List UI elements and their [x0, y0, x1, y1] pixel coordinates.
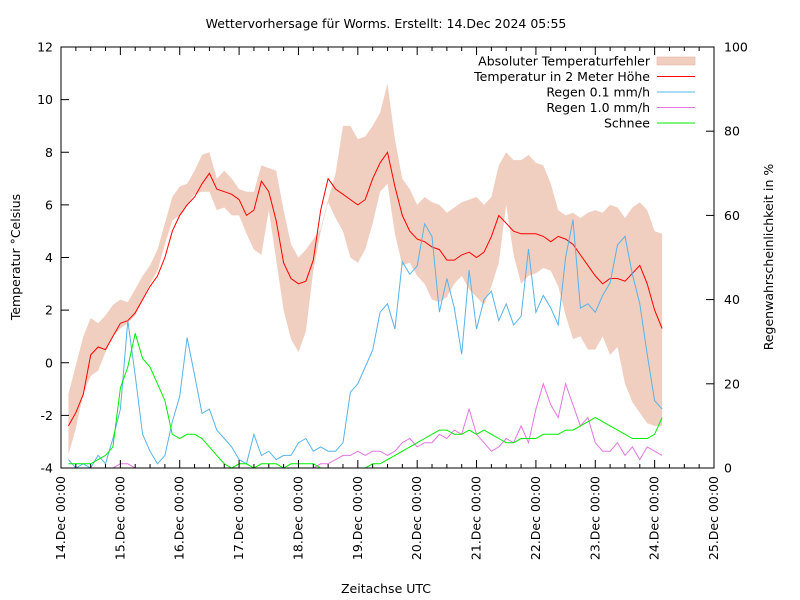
x-tick-label: 21.Dec 00:00: [469, 476, 484, 560]
series-band-temperature-error: [68, 83, 663, 455]
x-tick-label: 18.Dec 00:00: [290, 476, 305, 560]
x-tick-label: 24.Dec 00:00: [647, 476, 662, 560]
y2-tick-label: 0: [724, 461, 732, 476]
y-tick-label: 2: [45, 303, 53, 318]
y-tick-label: 8: [45, 145, 53, 160]
y2-tick-label: 100: [724, 40, 748, 55]
legend-label: Absoluter Temperaturfehler: [478, 54, 651, 69]
y-tick-label: 6: [45, 197, 53, 212]
legend-label: Regen 0.1 mm/h: [546, 85, 650, 100]
y-tick-label: -4: [41, 461, 54, 476]
y-tick-label: 0: [45, 355, 53, 370]
y2-tick-label: 80: [724, 124, 740, 139]
y2-tick-label: 20: [724, 376, 740, 391]
band-layer: [68, 83, 663, 455]
y-axis-label: Temperatur °Celsius: [8, 194, 23, 321]
legend-swatch: [656, 56, 696, 66]
x-tick-label: 20.Dec 00:00: [409, 476, 424, 560]
y-axis-left: -4 -2 0 2 4 6 8 10 12: [37, 40, 69, 476]
series-line-snow: [68, 333, 663, 469]
y2-tick-label: 60: [724, 208, 740, 223]
x-tick-label: 25.Dec 00:00: [706, 476, 721, 560]
x-tick-label: 19.Dec 00:00: [350, 476, 365, 560]
y-tick-label: 4: [45, 250, 53, 265]
y2-tick-label: 40: [724, 292, 740, 307]
x-tick-label: 14.Dec 00:00: [53, 476, 68, 560]
legend-label: Regen 1.0 mm/h: [546, 100, 650, 115]
series-line-rain-0-1mm: [68, 219, 663, 469]
y-tick-label: -2: [41, 408, 53, 423]
chart-title: Wettervorhersage für Worms. Erstellt: 14…: [206, 16, 567, 31]
x-axis: 14.Dec 00:00 15.Dec 00:00 16.Dec 00:00 17.D…: [53, 47, 721, 560]
y-tick-label: 12: [37, 40, 53, 55]
series-line-temperature-2m: [67, 151, 663, 427]
x-tick-label: 17.Dec 00:00: [231, 476, 246, 560]
y-axis-right: 0 20 40 60 80 100: [706, 40, 748, 476]
x-tick-label: 15.Dec 00:00: [112, 476, 127, 560]
y2-axis-label: Regenwahrscheinlichkeit in %: [761, 164, 776, 351]
y-tick-label: 10: [37, 92, 53, 107]
x-tick-label: 23.Dec 00:00: [587, 476, 602, 560]
x-tick-label: 16.Dec 00:00: [172, 476, 187, 560]
series-line-rain-1-0mm: [68, 381, 663, 469]
legend-label: Temperatur in 2 Meter Höhe: [473, 69, 650, 84]
x-tick-label: 22.Dec 00:00: [528, 476, 543, 560]
x-axis-label: Zeitachse UTC: [341, 581, 431, 596]
legend-label: Schnee: [604, 116, 650, 131]
